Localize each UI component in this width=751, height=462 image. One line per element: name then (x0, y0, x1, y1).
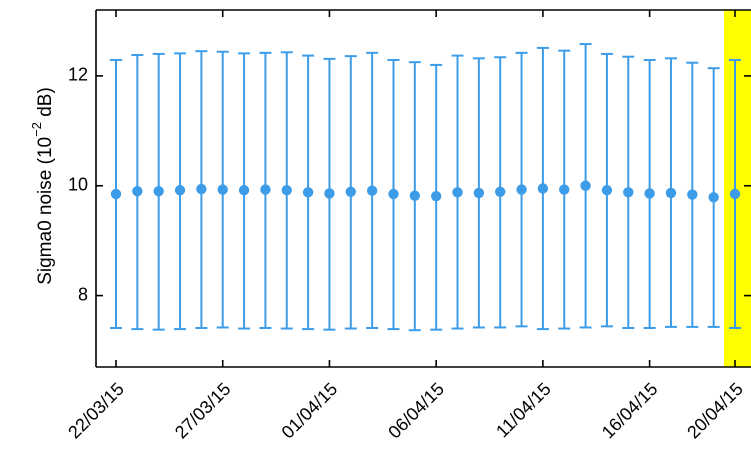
data-point (623, 187, 634, 198)
data-point (302, 187, 314, 198)
data-point (559, 184, 570, 195)
data-point (430, 190, 442, 202)
data-point (110, 188, 122, 200)
y-tick-label: 12 (68, 65, 88, 85)
data-point (366, 185, 378, 196)
x-ticks-group: 22/03/15 27/03/15 01/04/15 06/04/15 11/04/15… (64, 10, 747, 442)
y-axis-label-text: Sigma0 noise (10 (35, 137, 56, 285)
data-point (174, 184, 186, 196)
data-point (345, 186, 356, 197)
data-point (132, 186, 143, 197)
x-tick-label: 06/04/15 (384, 379, 448, 443)
data-point (281, 184, 292, 196)
data-point (516, 184, 527, 195)
data-point (388, 188, 399, 200)
highlight-band (724, 10, 751, 367)
data-point (196, 183, 207, 195)
x-tick-label: 20/04/15 (683, 379, 747, 443)
data-point (665, 187, 677, 199)
data-point (729, 188, 741, 200)
data-point (495, 186, 506, 197)
x-tick-label: 27/03/15 (171, 379, 235, 443)
y-tick-label: 8 (78, 284, 88, 304)
data-point (580, 180, 591, 191)
data-point (217, 184, 228, 195)
series-group (110, 43, 741, 332)
data-point (473, 187, 485, 199)
x-tick-label: 22/03/15 (64, 379, 128, 443)
y-tick-label: 10 (68, 175, 88, 195)
y-axis-label: Sigma0 noise (10−2 dB) (29, 87, 56, 285)
data-point (601, 184, 613, 196)
data-point (409, 190, 421, 201)
y-ticks-group: 8 10 12 (68, 65, 751, 304)
data-point (452, 187, 463, 198)
x-tick-label: 11/04/15 (492, 379, 555, 442)
data-point (644, 188, 655, 199)
y-axis-label-unit: dB) (35, 87, 56, 122)
axes-group (95, 9, 751, 368)
data-point (708, 192, 719, 203)
data-point (687, 189, 698, 200)
y-axis-label-exponent: −2 (29, 122, 44, 137)
x-tick-label: 01/04/15 (278, 379, 342, 443)
data-point (238, 184, 250, 196)
data-point (260, 184, 271, 195)
x-tick-label: 16/04/15 (598, 379, 662, 443)
data-point (324, 188, 335, 199)
data-point (537, 183, 549, 194)
data-point (153, 186, 164, 197)
